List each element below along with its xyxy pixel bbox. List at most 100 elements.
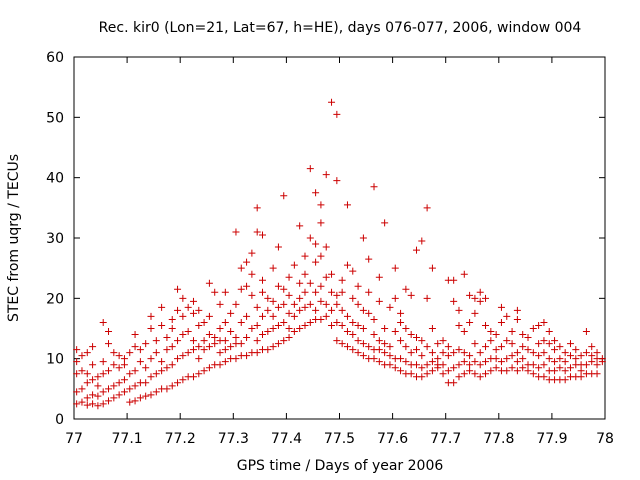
data-point [195, 321, 203, 329]
data-point [428, 349, 436, 357]
data-point [455, 373, 463, 381]
data-point [529, 361, 537, 369]
data-point [598, 355, 606, 363]
data-point [434, 340, 442, 348]
x-tick-label: 77.4 [271, 431, 302, 447]
data-point [243, 352, 251, 360]
data-point [248, 249, 256, 257]
data-point [168, 315, 176, 323]
data-point [243, 312, 251, 320]
data-point [450, 364, 458, 372]
data-point [280, 337, 288, 345]
data-point [83, 401, 91, 409]
data-point [147, 391, 155, 399]
data-point [397, 367, 405, 375]
data-point [460, 358, 468, 366]
data-point [566, 340, 574, 348]
x-tick-label: 77.7 [430, 431, 461, 447]
y-axis: 0 10 20 30 40 50 60 [46, 50, 605, 428]
chart-title: Rec. kir0 (Lon=21, Lat=67, h=HE), days 0… [99, 20, 582, 36]
data-point [391, 294, 399, 302]
data-point [269, 264, 277, 272]
data-point [205, 312, 213, 320]
data-point [174, 379, 182, 387]
data-point [253, 349, 261, 357]
y-tick-label: 0 [55, 412, 64, 428]
data-point [375, 337, 383, 345]
data-point [466, 367, 474, 375]
data-point [322, 243, 330, 251]
data-point [556, 364, 564, 372]
data-point [227, 309, 235, 317]
data-point [232, 300, 240, 308]
data-point [428, 367, 436, 375]
data-point [243, 282, 251, 290]
data-point [136, 358, 144, 366]
data-point [163, 364, 171, 372]
data-point [444, 343, 452, 351]
data-point [397, 337, 405, 345]
data-point [566, 364, 574, 372]
data-point [482, 294, 490, 302]
data-point [174, 337, 182, 345]
data-point [99, 400, 107, 408]
data-point [200, 346, 208, 354]
data-point [195, 370, 203, 378]
data-point [519, 331, 527, 339]
data-point [497, 343, 505, 351]
data-point [407, 291, 415, 299]
data-point [152, 349, 160, 357]
data-point [142, 340, 150, 348]
data-point [312, 258, 320, 266]
data-point [513, 306, 521, 314]
data-point [312, 189, 320, 197]
data-point [582, 349, 590, 357]
data-point [312, 288, 320, 296]
data-point [248, 325, 256, 332]
data-point [184, 328, 192, 336]
data-point [200, 337, 208, 345]
data-point [89, 361, 97, 369]
data-point [253, 303, 261, 311]
data-point [269, 343, 277, 351]
data-point [577, 373, 585, 381]
data-point [115, 391, 123, 399]
data-point [513, 349, 521, 357]
data-point [317, 315, 325, 323]
data-point [561, 349, 569, 357]
data-point [529, 349, 537, 357]
data-point [582, 328, 590, 336]
data-point [179, 312, 187, 320]
data-point [333, 291, 341, 299]
data-point [439, 349, 447, 357]
data-point [189, 373, 197, 381]
data-point [99, 358, 107, 366]
x-tick-label: 77 [65, 431, 83, 447]
data-point [205, 331, 213, 339]
data-point [588, 343, 596, 351]
data-point [94, 382, 102, 390]
data-point [142, 392, 150, 400]
data-point [471, 309, 479, 317]
data-point [328, 321, 336, 329]
data-point [476, 288, 484, 296]
data-point [317, 219, 325, 227]
data-point [551, 358, 559, 366]
data-point [216, 325, 224, 332]
data-point [142, 379, 150, 387]
data-point [227, 343, 235, 351]
data-point [221, 346, 229, 354]
data-point [285, 334, 293, 342]
data-point [386, 352, 394, 360]
data-point [322, 312, 330, 320]
data-point [131, 382, 139, 390]
data-point [110, 394, 118, 402]
data-point [237, 285, 245, 293]
data-point [73, 358, 81, 366]
data-point [174, 306, 182, 314]
data-point [503, 312, 511, 320]
data-point [418, 352, 426, 360]
data-point [359, 340, 367, 348]
data-point [444, 367, 452, 375]
data-point [508, 364, 516, 372]
